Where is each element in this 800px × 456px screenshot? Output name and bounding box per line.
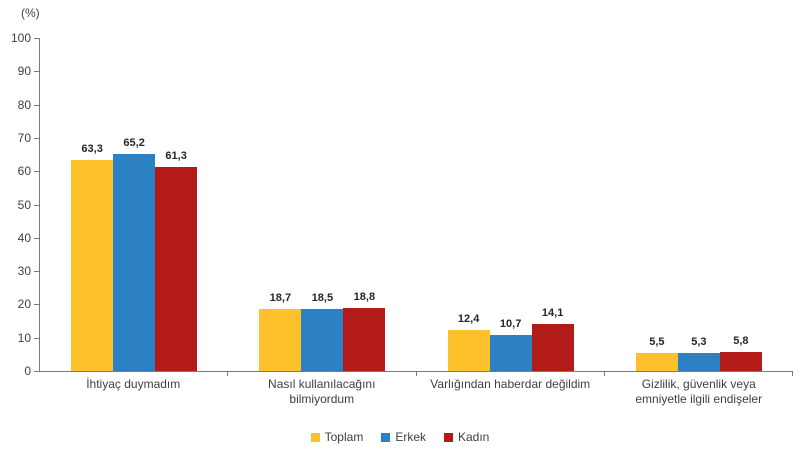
bar-erkek: 10,7 <box>489 318 532 371</box>
y-tick-label: 80 <box>17 97 31 112</box>
bar-toplam: 12,4 <box>447 313 490 371</box>
bar-value-label: 18,5 <box>311 292 334 305</box>
x-tick-mark <box>603 371 605 376</box>
bar-value-label: 12,4 <box>457 312 480 325</box>
y-tick-mark <box>34 137 40 139</box>
bar-value-label: 10,7 <box>499 318 522 331</box>
bar-groups: 63,3 65,2 61,3 18,7 18,5 18,8 12,4 10,7 14,1 5,5 5… <box>40 38 793 371</box>
bar-group: 63,3 65,2 61,3 <box>40 38 228 371</box>
y-tick-mark <box>34 371 40 372</box>
bar-value-label: 65,2 <box>123 136 145 149</box>
y-tick-label: 30 <box>17 264 31 279</box>
y-tick-label: 90 <box>17 64 31 79</box>
bar-toplam: 63,3 <box>71 143 114 371</box>
y-tick-label: 100 <box>10 31 31 45</box>
bar-kadın: 14,1 <box>531 307 574 371</box>
y-tick-mark <box>34 271 40 273</box>
category-label: Nasıl kullanılacağını bilmiyordum <box>268 377 376 406</box>
legend-label: Kadın <box>458 430 490 444</box>
bar-group: 18,7 18,5 18,8 <box>228 38 416 371</box>
x-axis-category-labels: İhtiyaç duymadım Nasıl kullanılacağını bi… <box>39 377 793 407</box>
x-tick-mark <box>792 371 793 376</box>
category-label: Gizlilik, güvenlik veya emniyetle ilgili… <box>635 377 763 406</box>
legend: Toplam Erkek Kadın <box>0 430 800 444</box>
bar-value-label: 63,3 <box>81 143 103 156</box>
bar-erkek: 5,3 <box>677 336 720 371</box>
legend-swatch <box>310 432 320 442</box>
bar-value-label: 5,3 <box>691 336 707 349</box>
bar-toplam: 18,7 <box>259 292 302 371</box>
y-tick-mark <box>34 71 40 73</box>
plot-area: 63,3 65,2 61,3 18,7 18,5 18,8 12,4 10,7 14,1 5,5 5… <box>11 31 793 378</box>
bar-value-label: 5,8 <box>733 334 749 347</box>
y-axis-unit-label: (%) <box>21 6 40 20</box>
legend-label: Erkek <box>395 430 426 444</box>
legend-swatch <box>381 432 391 442</box>
bar-erkek: 18,5 <box>301 292 344 371</box>
y-tick-mark <box>34 237 40 239</box>
bar-kadın: 5,8 <box>719 335 762 371</box>
legend-item-kadın: Kadın <box>444 430 489 444</box>
y-tick-mark <box>34 337 40 339</box>
x-tick-mark <box>415 371 417 376</box>
bar-value-label: 5,5 <box>649 335 665 348</box>
y-tick-mark <box>34 171 40 173</box>
bar-value-label: 18,8 <box>353 291 376 304</box>
y-tick-mark <box>34 104 40 106</box>
category-label: Varlığından haberdar değildim <box>430 377 591 391</box>
y-tick-label: 20 <box>17 297 31 312</box>
y-tick-label: 60 <box>17 164 31 179</box>
bar-kadın: 18,8 <box>343 291 386 371</box>
x-tick-mark <box>227 371 229 376</box>
y-tick-label: 70 <box>17 130 31 145</box>
bar-group: 12,4 10,7 14,1 <box>417 38 605 371</box>
category-label: İhtiyaç duymadım <box>86 377 181 391</box>
bar-value-label: 18,7 <box>269 291 292 304</box>
y-tick-mark <box>34 38 40 39</box>
y-tick-mark <box>34 304 40 306</box>
y-tick-label: 40 <box>17 230 31 245</box>
bar-kadın: 61,3 <box>155 150 198 371</box>
bar-value-label: 14,1 <box>541 307 564 320</box>
bar-toplam: 5,5 <box>635 336 678 371</box>
y-tick-mark <box>34 204 40 206</box>
legend-label: Toplam <box>324 430 364 444</box>
y-tick-label: 50 <box>17 197 31 212</box>
legend-item-toplam: Toplam <box>310 430 364 444</box>
bar-group: 5,5 5,3 5,8 <box>605 38 793 371</box>
bar-value-label: 61,3 <box>165 149 187 162</box>
y-tick-label: 0 <box>24 364 31 378</box>
legend-swatch <box>444 432 453 442</box>
bar-erkek: 65,2 <box>113 137 156 371</box>
legend-item-erkek: Erkek <box>381 430 426 444</box>
y-tick-label: 10 <box>17 330 31 345</box>
